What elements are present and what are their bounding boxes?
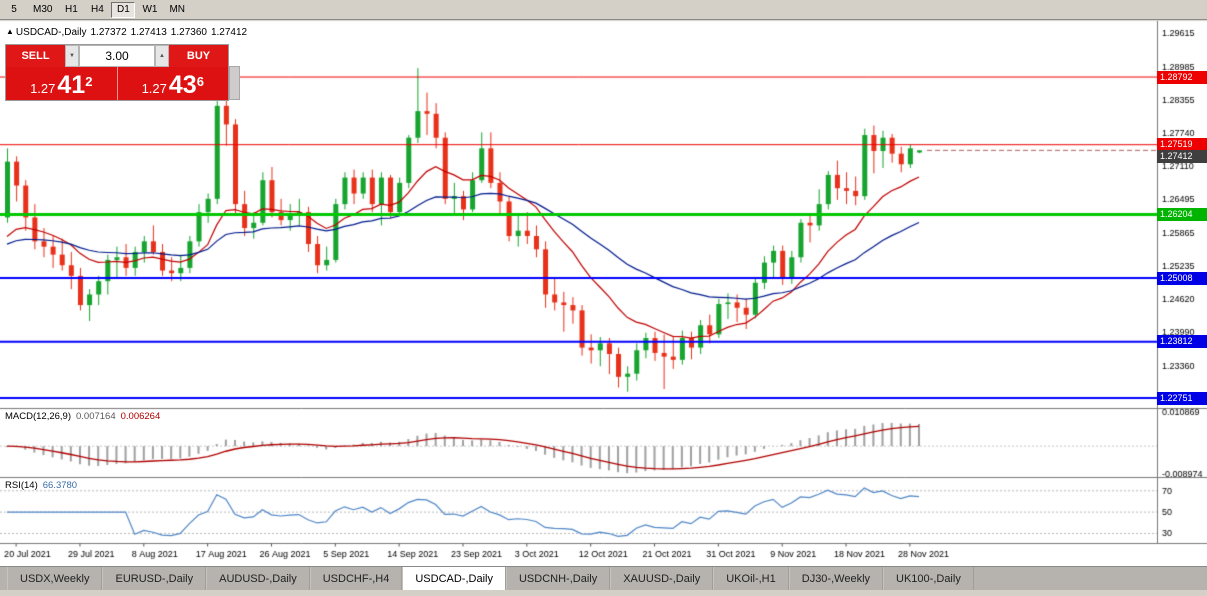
tab-uk100-daily[interactable]: UK100-,Daily xyxy=(883,567,974,590)
chart-title: ▲ USDCAD-,Daily 1.27372 1.27413 1.27360 1.274… xyxy=(6,27,251,38)
tab-usdchf-h4[interactable]: USDCHF-,H4 xyxy=(309,567,403,590)
sell-price-sup: 2 xyxy=(85,74,93,89)
price-level-badge: 1.28792 xyxy=(1157,70,1207,84)
volume-input[interactable] xyxy=(79,45,155,67)
trade-controls-row: SELL ▼ ▲ BUY xyxy=(6,45,228,67)
ohlc-low: 1.27360 xyxy=(170,27,207,38)
timeframe-h4[interactable]: H4 xyxy=(85,1,110,18)
tab-eurusd-daily[interactable]: EURUSD-,Daily xyxy=(102,567,207,590)
rsi-indicator-label: RSI(14) 66.3780 xyxy=(5,480,77,491)
trade-price-row: 1.27 41 2 1.27 43 6 xyxy=(6,67,228,100)
price-level-badge: 1.26204 xyxy=(1157,208,1207,222)
timeframe-toolbar: 5 M30 H1 H4 D1 W1 MN xyxy=(0,0,1207,20)
sell-price-big: 41 xyxy=(57,71,86,99)
timeframe-w1[interactable]: W1 xyxy=(137,1,163,18)
macd-signal-value: 0.006264 xyxy=(120,411,161,422)
timeframe-d1[interactable]: D1 xyxy=(111,1,136,18)
sell-button[interactable]: SELL xyxy=(6,45,65,67)
tab-usdcnh-daily[interactable]: USDCNH-,Daily xyxy=(505,567,611,590)
buy-button[interactable]: BUY xyxy=(169,45,228,67)
sell-price-prefix: 1.27 xyxy=(30,80,56,96)
timeframe-h1[interactable]: H1 xyxy=(59,1,84,18)
buy-price-big: 43 xyxy=(168,71,197,99)
macd-main-value: 0.007164 xyxy=(76,411,116,422)
tab-audusd-daily[interactable]: AUDUSD-,Daily xyxy=(206,567,310,590)
price-level-badge: 1.22751 xyxy=(1157,391,1207,405)
rsi-name: RSI(14) xyxy=(5,480,38,491)
timeframe-m30[interactable]: M30 xyxy=(28,1,58,18)
sell-price-display[interactable]: 1.27 41 2 xyxy=(6,67,118,100)
ohlc-high: 1.27413 xyxy=(130,27,167,38)
price-level-badge: 1.23812 xyxy=(1157,335,1207,349)
ohlc-close: 1.27412 xyxy=(210,27,248,38)
price-level-badge: 1.25008 xyxy=(1157,271,1207,285)
symbol-marker-icon: ▲ xyxy=(6,27,14,36)
tab-usdx-weekly[interactable]: USDX,Weekly xyxy=(7,567,103,590)
buy-price-display[interactable]: 1.27 43 6 xyxy=(117,67,228,100)
rsi-value: 66.3780 xyxy=(42,480,78,491)
ohlc-open: 1.27372 xyxy=(90,27,127,38)
chart-tabs-bar: USDX,Weekly EURUSD-,Daily AUDUSD-,Daily … xyxy=(0,566,1207,590)
current-price-badge: 1.27412 xyxy=(1157,149,1207,163)
tab-ukoil-h1[interactable]: UKOil-,H1 xyxy=(713,567,789,590)
macd-name: MACD(12,26,9) xyxy=(5,411,71,422)
volume-increase-button[interactable]: ▲ xyxy=(155,45,169,67)
buy-price-prefix: 1.27 xyxy=(141,80,167,96)
panel-collapse-handle[interactable] xyxy=(229,66,240,100)
price-level-badge: 1.27519 xyxy=(1157,138,1207,152)
timeframe-mn[interactable]: MN xyxy=(164,1,191,18)
timeframe-m5[interactable]: 5 xyxy=(2,1,26,18)
volume-decrease-button[interactable]: ▼ xyxy=(65,45,79,67)
chart-symbol: USDCAD-,Daily xyxy=(15,27,87,38)
macd-indicator-label: MACD(12,26,9) 0.007164 0.006264 xyxy=(5,411,160,422)
buy-price-sup: 6 xyxy=(196,74,204,89)
tab-xauusd-daily[interactable]: XAUUSD-,Daily xyxy=(610,567,714,590)
tab-usdcad-daily[interactable]: USDCAD-,Daily xyxy=(402,567,506,590)
tab-dj30-weekly[interactable]: DJ30-,Weekly xyxy=(788,567,884,590)
